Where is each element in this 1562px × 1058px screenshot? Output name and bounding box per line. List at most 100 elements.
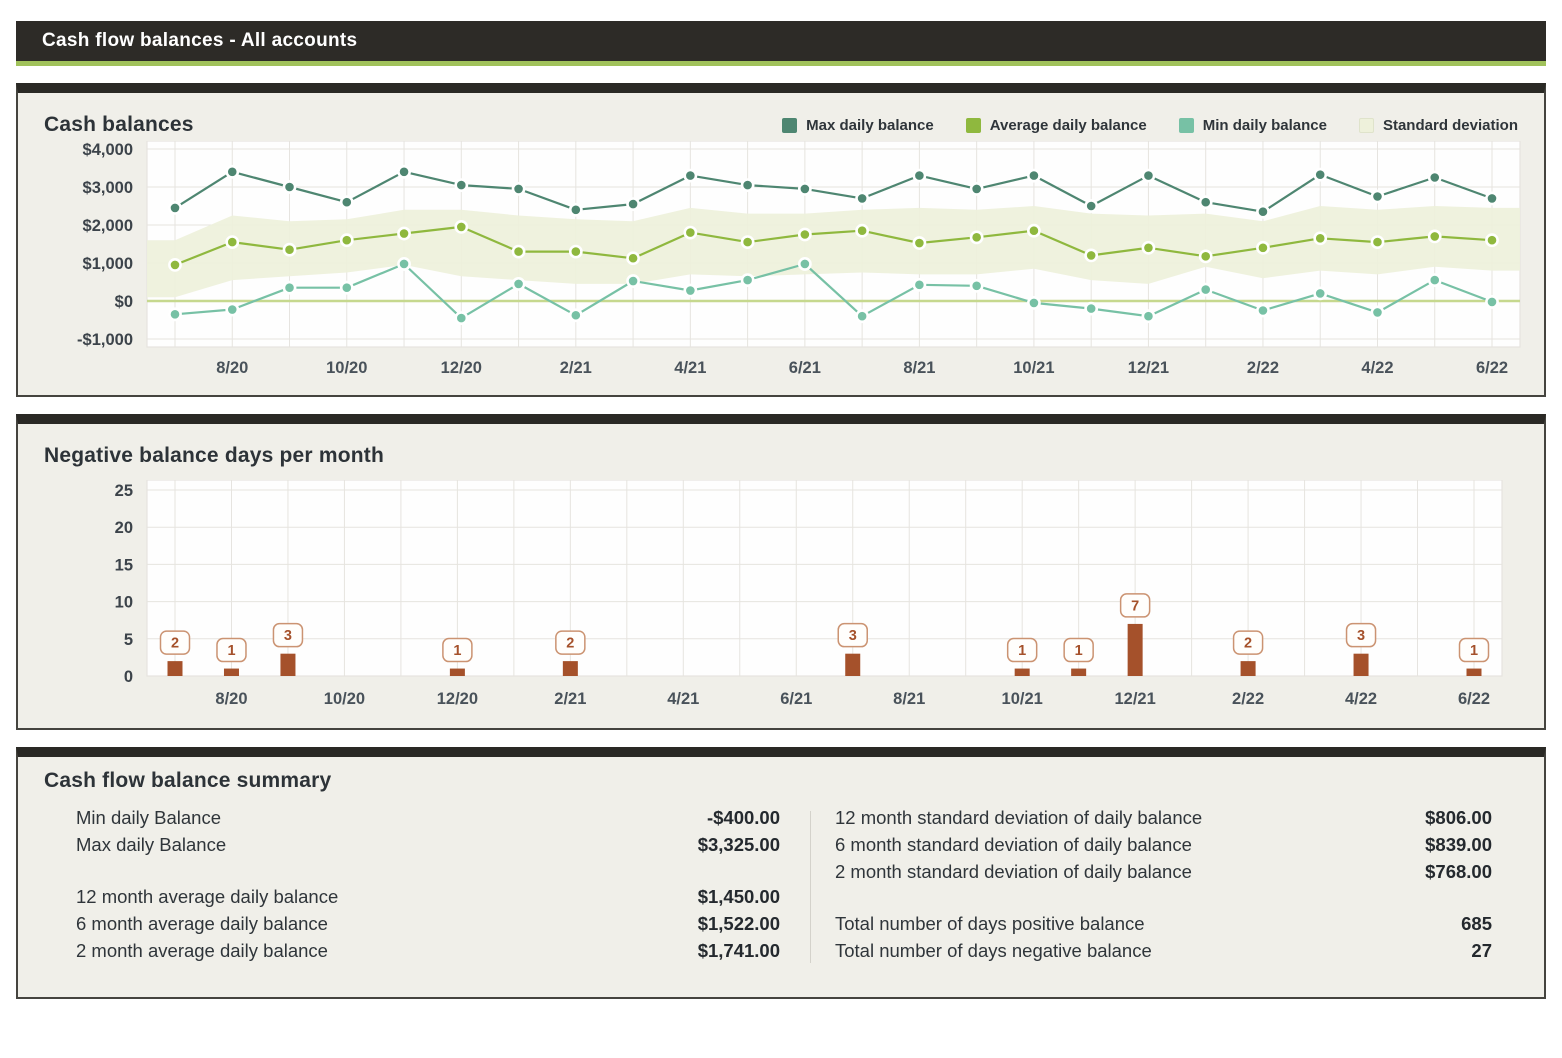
svg-text:20: 20 [115,519,133,537]
summary-row: 6 month standard deviation of daily bala… [835,834,1492,861]
svg-text:4/22: 4/22 [1361,359,1393,377]
svg-text:6/22: 6/22 [1476,359,1508,377]
summary-row-value: $768.00 [1425,861,1492,882]
summary-row: Min daily Balance -$400.00 [76,807,780,834]
summary-row: 12 month standard deviation of daily bal… [835,807,1492,834]
bar-value-label [1119,593,1151,618]
svg-text:3: 3 [1357,628,1365,644]
svg-text:8/20: 8/20 [216,359,248,377]
svg-text:15: 15 [115,556,133,574]
summary-row-value: $3,325.00 [697,834,780,855]
series-max-daily-balance [168,164,1499,219]
legend-swatch [1358,117,1374,133]
bar [1127,623,1143,676]
bar [1466,668,1482,676]
svg-text:1: 1 [227,643,235,659]
bar-value-label [1458,637,1490,663]
summary-row: Total number of days positive balance 685 [835,913,1492,940]
summary-panel: Cash flow balance summary Min daily Bala… [16,747,1546,999]
bar [280,653,296,676]
svg-text:4/21: 4/21 [667,690,699,708]
summary-divider [810,811,811,963]
svg-text:12/21: 12/21 [1114,690,1155,708]
bar [1240,661,1256,676]
summary-row-value: 27 [1471,940,1492,961]
svg-text:1: 1 [1018,643,1026,659]
summary-row: Total number of days negative balance 27 [835,940,1492,967]
summary-row-value: $1,741.00 [697,940,780,961]
bar [167,661,183,676]
svg-text:$4,000: $4,000 [83,141,133,159]
negative-days-chart: 2 1 3 1 2 3 1 1 7 2 3 1 0 5 10 15 20 25 8/20 10/20 12/20 2/21… [18,478,1544,728]
svg-text:2/21: 2/21 [554,690,586,708]
series-average-daily-balance [168,220,1499,272]
bar [1353,653,1369,676]
y-axis-labels: 0 5 10 15 20 25 [115,482,133,686]
y-axis-labels: $4,000 $3,000 $2,000 $1,000 $0 -$1,000 [77,141,133,349]
svg-text:$3,000: $3,000 [83,179,133,197]
svg-text:2/21: 2/21 [560,359,592,377]
svg-text:10/20: 10/20 [324,690,365,708]
legend-swatch [782,117,798,133]
bar-value-label [272,622,304,648]
svg-text:2/22: 2/22 [1232,690,1264,708]
summary-row-label: 12 month standard deviation of daily bal… [835,807,1203,828]
bar-value-label [216,637,247,663]
summary-right-column: 12 month standard deviation of daily bal… [811,807,1518,967]
bars: 2 1 3 1 2 3 1 1 7 2 3 1 [159,593,1490,676]
series-min-daily-balance [168,257,1499,325]
summary-title: Cash flow balance summary [44,769,332,792]
summary-row-value: $806.00 [1425,807,1492,828]
x-axis-labels: 8/20 10/20 12/20 2/21 4/21 6/21 8/21 10/21 12/21… [216,359,1508,377]
bar-value-label [1006,637,1038,663]
bar [1071,668,1087,676]
svg-text:-$1,000: -$1,000 [77,331,133,349]
svg-text:1: 1 [453,643,461,659]
summary-row: 6 month average daily balance $1,522.00 [76,913,780,940]
summary-row: Max daily Balance $3,325.00 [76,834,780,861]
summary-left-column: Min daily Balance -$400.00 Max daily Balan… [44,807,810,967]
summary-row: 2 month standard deviation of daily bala… [835,861,1492,888]
svg-text:12/21: 12/21 [1128,359,1169,377]
summary-row: 2 month average daily balance $1,741.00 [76,940,780,967]
svg-text:6/22: 6/22 [1458,690,1490,708]
svg-text:3: 3 [849,628,857,644]
svg-text:6/21: 6/21 [780,690,812,708]
negative-days-panel: Negative balance days per month 2 1 3 1 2 3 1 1… [16,414,1546,730]
summary-row-label: 2 month standard deviation of daily bala… [835,861,1192,882]
svg-text:$2,000: $2,000 [83,217,133,235]
svg-text:10: 10 [115,594,133,612]
svg-text:4/22: 4/22 [1345,690,1377,708]
summary-row-label: 12 month average daily balance [76,886,339,907]
bar-value-label [1232,630,1264,655]
legend-item-min-daily-balance: Min daily balance [1178,116,1327,134]
legend-label: Min daily balance [1202,116,1327,134]
cash-balances-chart: $4,000 $3,000 $2,000 $1,000 $0 -$1,000 8/20 10/… [18,139,1544,395]
svg-text:12/20: 12/20 [441,359,482,377]
negative-days-title: Negative balance days per month [44,444,384,467]
svg-text:12/20: 12/20 [437,690,478,708]
summary-spacer [835,888,1492,913]
bar [223,668,239,676]
svg-text:2/22: 2/22 [1247,359,1279,377]
summary-row-label: 6 month standard deviation of daily bala… [835,834,1192,855]
cash-balances-panel: Cash balances Max daily balance Average d… [16,83,1546,397]
svg-text:4/21: 4/21 [674,359,706,377]
legend-item-standard-deviation: Standard deviation [1358,117,1518,134]
svg-text:8/21: 8/21 [903,359,935,377]
summary-row-label: 6 month average daily balance [76,913,328,934]
svg-text:10/21: 10/21 [1002,690,1043,708]
summary-row-label: Total number of days positive balance [835,913,1145,934]
summary-row-value: $1,450.00 [697,886,780,907]
legend-item-max-daily-balance: Max daily balance [782,117,934,134]
svg-text:$1,000: $1,000 [83,255,133,273]
summary-row-value: $1,522.00 [697,913,780,934]
svg-text:10/20: 10/20 [326,359,367,377]
legend-swatch [965,117,981,133]
bar-value-label [1345,622,1377,648]
report-page: Cash flow balances - All accounts Cash b… [16,21,1546,999]
summary-row-value: 685 [1461,913,1492,934]
svg-text:1: 1 [1470,643,1478,659]
svg-text:7: 7 [1131,598,1139,614]
